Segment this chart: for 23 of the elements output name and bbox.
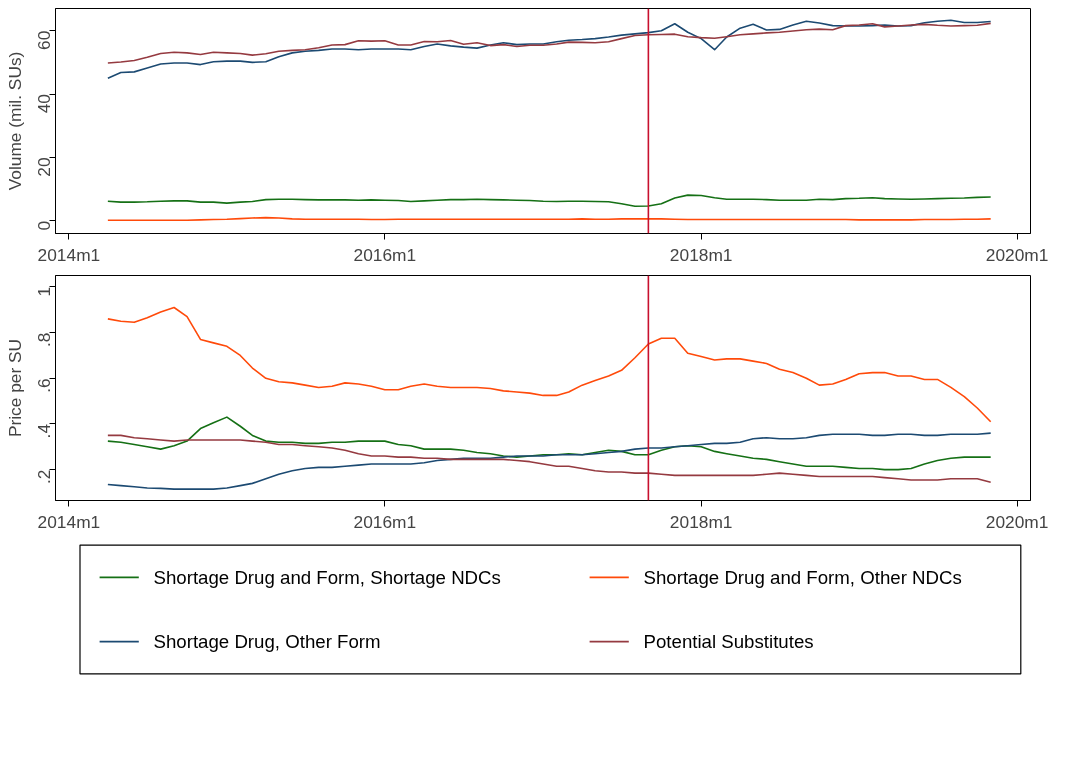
y-tick-label: 60 bbox=[34, 30, 55, 50]
legend-label: Shortage Drug and Form, Shortage NDCs bbox=[153, 566, 501, 588]
y-axis-title: Price per SU bbox=[4, 338, 25, 438]
legend-label: Shortage Drug, Other Form bbox=[153, 631, 381, 653]
y-tick-label: 40 bbox=[34, 94, 55, 114]
y-tick-label: .4 bbox=[34, 423, 55, 439]
legend-label: Potential Substitutes bbox=[643, 631, 814, 653]
x-tick-label: 2014m1 bbox=[37, 511, 101, 532]
x-tick-label: 2018m1 bbox=[669, 244, 733, 265]
y-tick-label: 0 bbox=[34, 220, 55, 231]
legend-label: Shortage Drug and Form, Other NDCs bbox=[643, 566, 962, 588]
x-tick-label: 2020m1 bbox=[985, 511, 1049, 532]
x-tick-label: 2016m1 bbox=[353, 511, 417, 532]
x-tick-label: 2016m1 bbox=[353, 244, 417, 265]
x-tick-label: 2014m1 bbox=[37, 244, 101, 265]
y-tick-label: .2 bbox=[34, 469, 55, 485]
x-tick-label: 2020m1 bbox=[985, 244, 1049, 265]
y-tick-label: .6 bbox=[34, 378, 55, 393]
y-tick-label: 20 bbox=[34, 157, 55, 177]
y-axis-title: Volume (mil. SUs) bbox=[4, 51, 25, 191]
y-tick-label: .8 bbox=[34, 332, 55, 348]
x-tick-label: 2018m1 bbox=[669, 511, 733, 532]
y-tick-label: 1 bbox=[34, 286, 55, 297]
